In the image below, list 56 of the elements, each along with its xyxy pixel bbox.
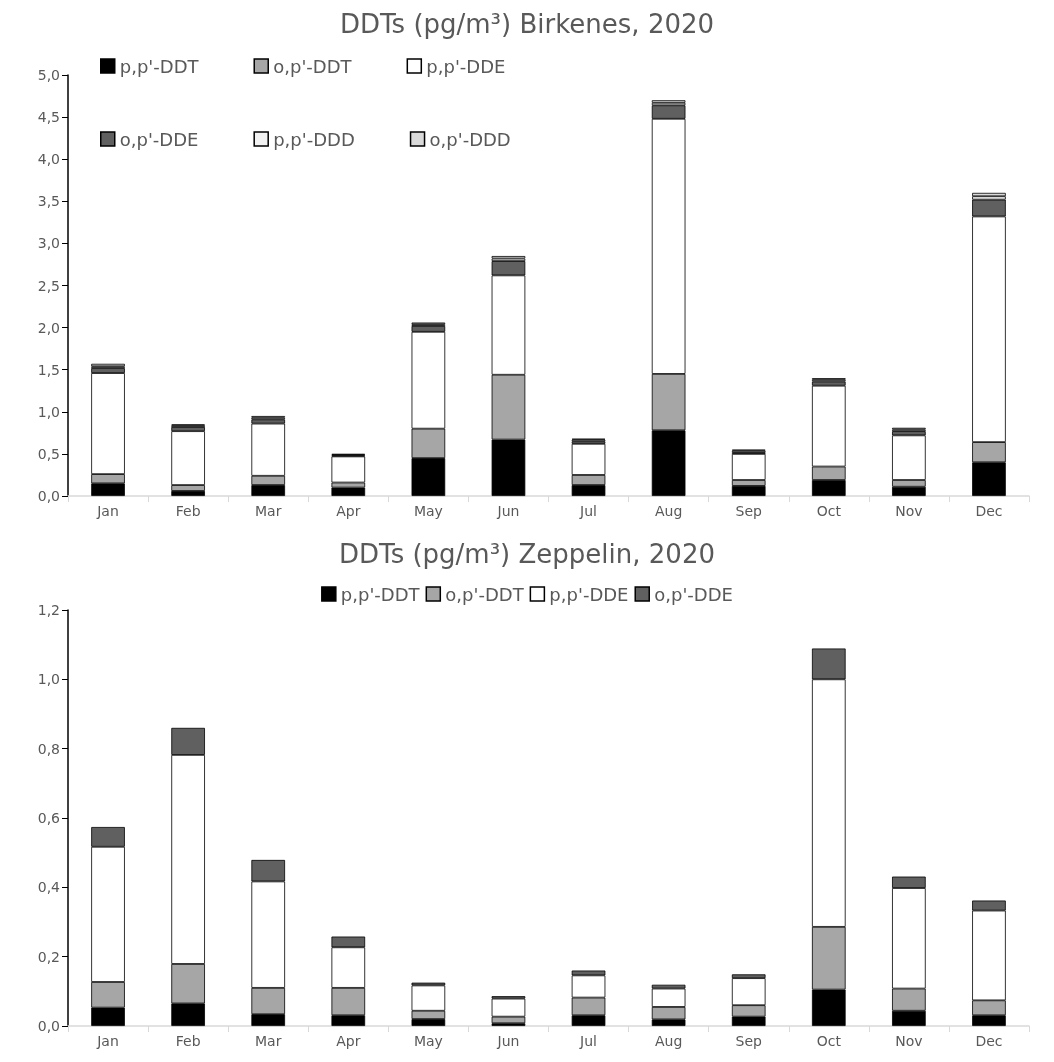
x-tick-label: Aug <box>654 1033 683 1049</box>
x-tick-label: Jun <box>496 1033 520 1049</box>
y-tick-label: 1,0 <box>37 403 60 420</box>
y-tick-label: 3,0 <box>37 235 60 252</box>
y-tick-label: 0,0 <box>37 488 60 504</box>
y-tick-label: 0,5 <box>37 445 60 462</box>
x-tick-label: Jul <box>579 1033 597 1049</box>
x-tick-label: Oct <box>816 1033 842 1049</box>
y-tick-label: 1,0 <box>37 671 60 688</box>
x-tick-label: Jul <box>579 503 597 519</box>
y-tick-label: 1,5 <box>37 361 60 378</box>
y-tick-label: 2,5 <box>37 277 60 294</box>
x-tick-label: Dec <box>975 1033 1003 1049</box>
legend-label: o,p'-DDE <box>654 583 733 605</box>
x-tick-label: Nov <box>895 1033 923 1049</box>
x-tick-label: Mar <box>255 1033 282 1049</box>
legend-label: p,p'-DDE <box>426 55 506 77</box>
legend-label: p,p'-DDT <box>340 583 421 605</box>
y-tick-label: 1,2 <box>37 602 60 618</box>
legend-label: o,p'-DDT <box>273 55 353 77</box>
y-tick-label: 2,0 <box>37 319 60 336</box>
legend-label: o,p'-DDD <box>429 128 511 150</box>
y-tick-label: 4,0 <box>37 151 60 168</box>
y-tick-label: 3,5 <box>37 193 60 210</box>
y-tick-label: 5,0 <box>37 67 60 83</box>
y-tick-label: 0,0 <box>37 1018 60 1034</box>
chart-title: DDTs (pg/m³) Birkenes, 2020 <box>339 9 715 39</box>
chart-title: DDTs (pg/m³) Zeppelin, 2020 <box>339 539 715 569</box>
x-tick-label: Oct <box>816 503 842 519</box>
y-tick-label: 4,5 <box>37 109 60 126</box>
x-tick-label: Feb <box>175 503 201 519</box>
y-tick-label: 0,6 <box>37 810 61 826</box>
x-tick-label: Nov <box>895 503 923 519</box>
y-tick-label: 0,2 <box>37 948 60 965</box>
legend-label: o,p'-DDT <box>445 583 525 605</box>
x-tick-label: Apr <box>336 503 361 519</box>
x-tick-label: Dec <box>975 503 1003 519</box>
x-tick-label: May <box>413 1033 443 1049</box>
y-tick-label: 0,8 <box>37 740 60 757</box>
x-tick-label: May <box>413 503 443 519</box>
x-tick-label: Mar <box>255 503 282 519</box>
x-tick-label: Aug <box>654 503 683 519</box>
bar <box>331 487 366 496</box>
legend-label: p,p'-DDT <box>119 55 200 77</box>
x-tick-label: Jan <box>96 503 119 519</box>
legend-label: p,p'-DDD <box>273 128 355 150</box>
legend-label: o,p'-DDE <box>119 128 199 150</box>
x-tick-label: Apr <box>336 1033 361 1049</box>
x-tick-label: Sep <box>735 503 763 519</box>
legend-label: p,p'-DDE <box>549 583 629 605</box>
x-tick-label: Jan <box>96 1033 119 1049</box>
x-tick-label: Feb <box>175 1033 201 1049</box>
bar <box>972 192 1006 197</box>
x-tick-label: Jun <box>496 503 520 519</box>
x-tick-label: Sep <box>735 1033 763 1049</box>
y-tick-label: 0,4 <box>37 879 61 896</box>
